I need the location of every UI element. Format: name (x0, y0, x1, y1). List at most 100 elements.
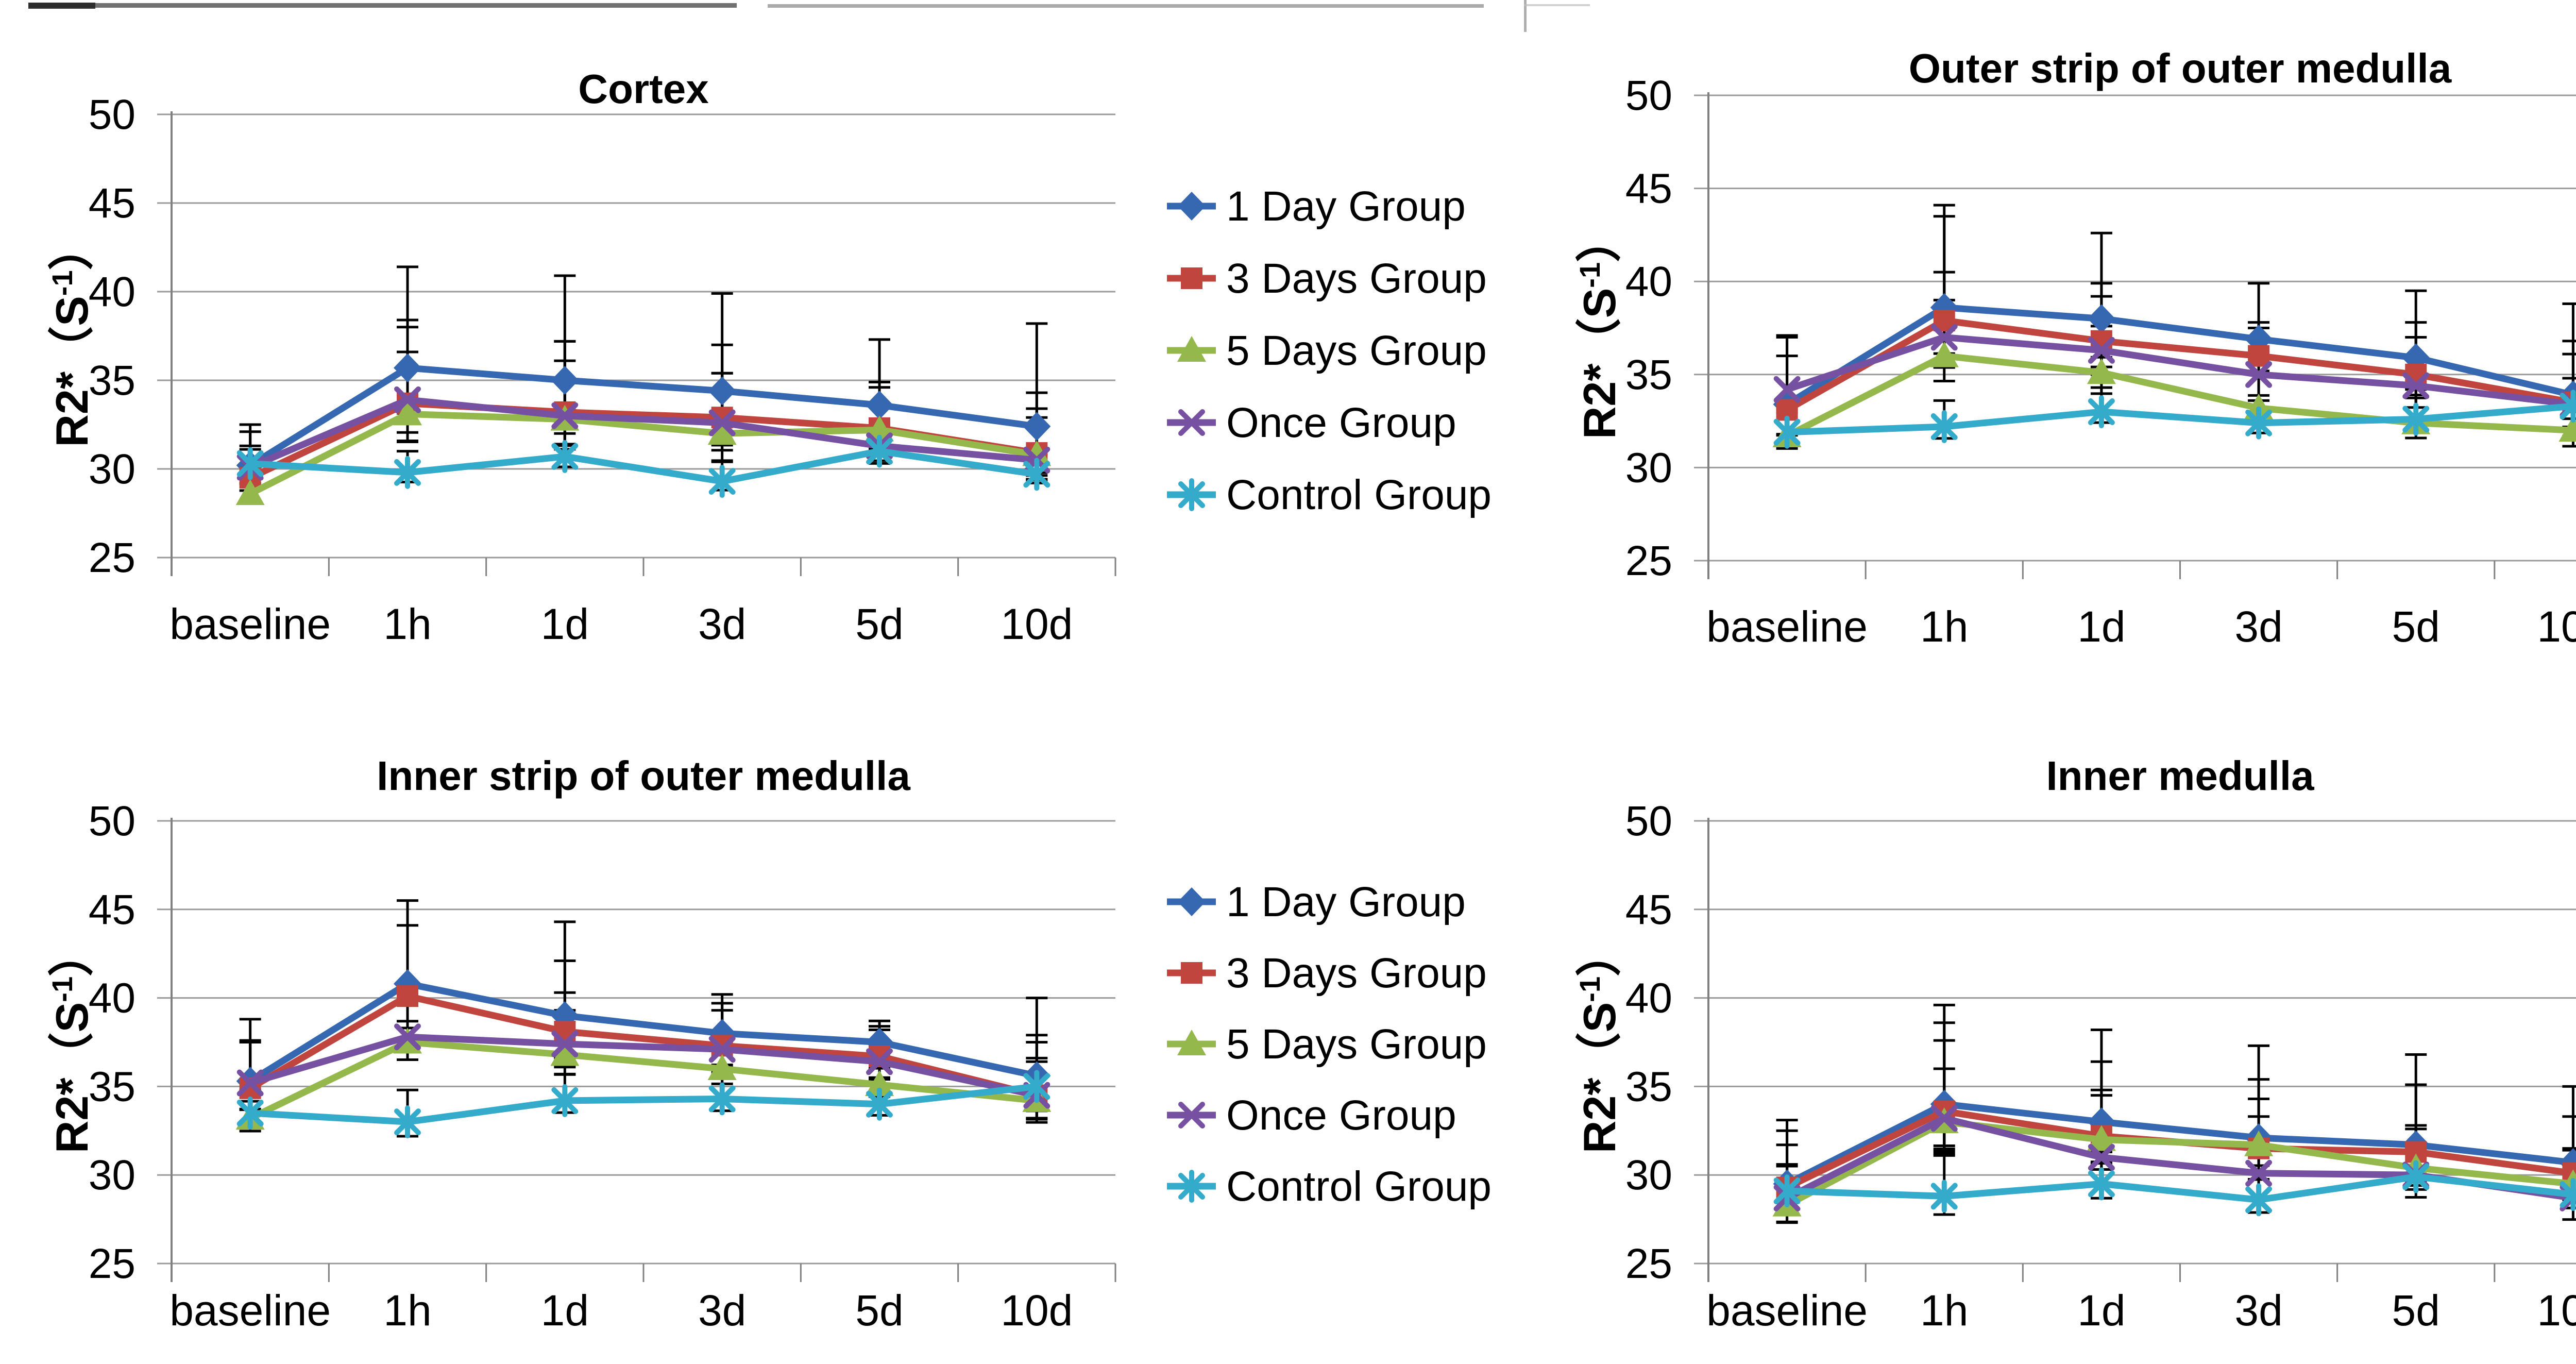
y-tick-label: 50 (1625, 72, 1672, 119)
series-line-3-days-group (1784, 317, 2576, 413)
series-1-day-group (236, 969, 1051, 1096)
series-line-once-group (247, 1033, 1040, 1099)
data-point-once-group (2088, 1143, 2115, 1171)
data-point-once-group (236, 1069, 264, 1097)
y-tick-label: 45 (89, 886, 135, 933)
series-line-control-group (247, 448, 1040, 485)
series-once-group (236, 1023, 1050, 1109)
data-point-once-group (708, 1036, 736, 1063)
x-tick-label: 1h (383, 1286, 431, 1335)
scan-artifact-line (28, 3, 737, 8)
1-day-group-legend-marker (1178, 887, 1206, 916)
x-tick-label: 10d (2537, 1286, 2576, 1335)
chart-panel-inner-medulla: 25 30 35 40 45 50 Inner medulla R2*（S-1） baselin… (1528, 680, 2576, 1364)
data-point-control-group (2560, 390, 2576, 423)
series-line-5-days-group (1784, 1118, 2576, 1209)
y-tick-label: 30 (89, 446, 135, 493)
y-tick-label: 50 (89, 91, 135, 138)
axes (1707, 818, 2496, 1282)
y-tick-label: 35 (1625, 351, 1672, 398)
data-point-1-day-group (708, 1019, 736, 1048)
y-tick-label: 35 (1625, 1063, 1672, 1110)
y-axis-label: R2*（S-1） (46, 931, 97, 1153)
legend-item-1-day-group: 1 Day Group (1167, 879, 1466, 925)
legend-label: Control Group (1226, 471, 1492, 518)
data-point-control-group (236, 1096, 264, 1130)
data-point-once-group (708, 409, 736, 436)
once-group-legend-marker (1178, 1102, 1205, 1129)
data-point-5-days-group (707, 419, 737, 445)
legend-label: 5 Days Group (1226, 1021, 1487, 1068)
series-line-3-days-group (247, 992, 1040, 1099)
data-point-1-day-group (2087, 304, 2115, 333)
control-group-legend-marker (1178, 1170, 1205, 1203)
x-tick-label: 3d (2234, 1286, 2282, 1335)
data-point-5-days-group (865, 1070, 894, 1096)
data-point-once-group (1930, 1105, 1958, 1132)
data-point-control-group (1023, 458, 1050, 491)
series-line-control-group (1784, 402, 2576, 436)
x-tick-label: 1d (541, 1286, 589, 1335)
x-tick-label: 1h (383, 600, 431, 648)
1-day-group-legend-marker (1178, 192, 1206, 221)
data-point-control-group (1930, 1180, 1958, 1213)
chart-title: Inner strip of outer medulla (377, 753, 910, 799)
data-point-once-group (394, 1023, 421, 1051)
gridlines (1694, 820, 2576, 1265)
series-line-once-group (1784, 334, 2576, 408)
data-point-1-day-group (551, 366, 579, 395)
data-point-5-days-group (707, 1054, 737, 1081)
x-tick-label: baseline (1706, 602, 1868, 651)
inner-strip-outer-medulla-line-chart: 25 30 35 40 45 50 Inner strip of outer medulla… (46, 753, 1492, 1335)
scan-artifact-line (28, 3, 95, 9)
gridlines (157, 113, 1115, 559)
series-line-5-days-group (1784, 352, 2576, 440)
series-5-days-group (235, 1028, 1052, 1130)
data-point-once-group (866, 1048, 893, 1075)
y-tick-label: 25 (89, 534, 135, 581)
series-line-1-day-group (1784, 1101, 2576, 1187)
legend-item-3-days-group: 3 Days Group (1167, 950, 1487, 997)
data-point-5-days-group (865, 415, 894, 442)
data-point-once-group (551, 1030, 579, 1057)
outer-strip-outer-medulla-line-chart: 25 30 35 40 45 50 Outer strip of outer medulla… (1573, 45, 2576, 651)
data-point-5-days-group (2558, 416, 2576, 442)
legend-item-once-group: Once Group (1167, 1092, 1456, 1139)
inner-medulla-line-chart: 25 30 35 40 45 50 Inner medulla R2*（S-1） baselin… (1573, 753, 2576, 1335)
data-point-control-group (2245, 406, 2273, 440)
x-tick-label: 1d (2077, 602, 2125, 651)
axes (171, 818, 1116, 1282)
x-tick-label: 10d (2537, 602, 2576, 651)
data-point-1-day-group (866, 391, 893, 420)
y-tick-label: 50 (89, 798, 135, 845)
series-line-5-days-group (247, 1039, 1040, 1122)
legend-item-5-days-group: 5 Days Group (1167, 1021, 1487, 1068)
x-tick-label: 5d (2392, 602, 2440, 651)
data-point-5-days-group (550, 1040, 580, 1066)
legend-item-control-group: Control Group (1167, 1163, 1492, 1210)
y-tick-label: 40 (89, 268, 135, 315)
x-tick-label: 3d (698, 1286, 746, 1335)
5-days-group-legend-marker (1177, 1030, 1206, 1055)
legend-item-5-days-group: 5 Days Group (1167, 327, 1487, 374)
x-tick-label: 1d (2077, 1286, 2125, 1335)
y-tick-label: 45 (1625, 165, 1672, 212)
series-control-group (236, 1070, 1050, 1139)
x-tick-label: 1h (1920, 602, 1968, 651)
y-tick-label: 30 (1625, 1152, 1672, 1199)
data-point-once-group (2402, 372, 2430, 399)
legend-label: Control Group (1226, 1163, 1492, 1210)
legend-label: 1 Day Group (1226, 183, 1466, 230)
data-point-control-group (1773, 1174, 1801, 1208)
y-tick-label: 45 (1625, 886, 1672, 933)
series-line-1-day-group (247, 364, 1040, 469)
chart-title: Inner medulla (2046, 753, 2314, 799)
data-point-5-days-group (2087, 1125, 2116, 1151)
y-tick-label: 30 (1625, 444, 1672, 491)
legend-label: Once Group (1226, 1092, 1456, 1139)
chart-title: Outer strip of outer medulla (1909, 45, 2452, 91)
x-tick-label: 5d (855, 1286, 903, 1335)
once-group-legend-marker (1178, 409, 1205, 436)
series-1-day-group (236, 353, 1051, 480)
x-tick-label: baseline (170, 600, 331, 648)
